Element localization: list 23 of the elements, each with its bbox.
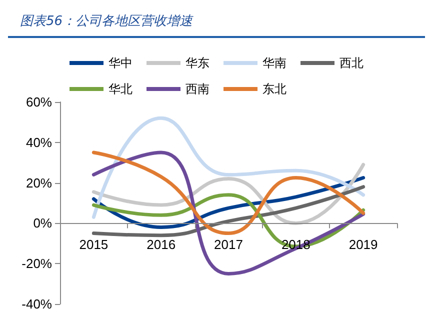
- legend-label: 西北: [340, 56, 364, 70]
- legend-label: 西南: [186, 82, 210, 96]
- y-tick-label: -20%: [22, 256, 52, 272]
- legend-label: 华中: [108, 56, 132, 70]
- line-series: [92, 150, 366, 236]
- x-tick-label: 2019: [348, 237, 378, 252]
- y-tick-label: -40%: [22, 296, 52, 312]
- line-series: [92, 185, 366, 238]
- line-series: [92, 116, 366, 219]
- line-series: [92, 162, 366, 225]
- y-tick-label: 40%: [26, 134, 52, 150]
- chart-title: 图表56：公司各地区营收增速: [8, 8, 425, 38]
- y-tick-label: 20%: [26, 175, 52, 190]
- legend-label: 华北: [108, 82, 132, 96]
- x-tick-label: 2016: [146, 237, 176, 252]
- legend-label: 东北: [262, 82, 286, 96]
- x-tick-label: 2015: [79, 237, 108, 252]
- y-tick-label: 0%: [33, 216, 52, 231]
- legend-label: 华东: [186, 56, 210, 70]
- x-tick-label: 2018: [281, 237, 310, 252]
- legend-label: 华南: [262, 56, 286, 70]
- y-tick-label: 60%: [26, 94, 52, 110]
- x-tick-label: 2017: [214, 237, 243, 252]
